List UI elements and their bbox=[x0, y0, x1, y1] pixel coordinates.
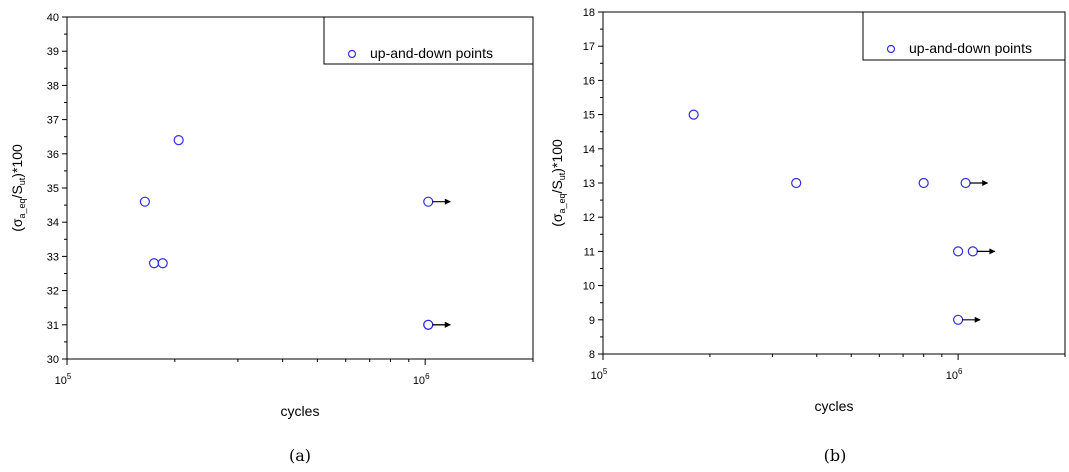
y-tick-label: 13 bbox=[583, 178, 595, 190]
data-point bbox=[953, 246, 964, 257]
y-tick-label: 18 bbox=[583, 7, 595, 19]
x-tick-label: 106 bbox=[946, 367, 963, 382]
y-tick-label: 11 bbox=[584, 246, 595, 258]
legend-label: up-and-down points bbox=[370, 45, 493, 61]
y-tick-label: 33 bbox=[47, 251, 59, 263]
data-point bbox=[148, 258, 160, 269]
legend-label: up-and-down points bbox=[909, 40, 1032, 56]
y-tick-label: 30 bbox=[47, 354, 59, 366]
data-point bbox=[953, 314, 964, 325]
y-axis-label: (σa_eq/Sut)*100 bbox=[549, 139, 567, 227]
y-tick-label: 37 bbox=[47, 115, 59, 127]
y-tick-label: 35 bbox=[47, 183, 59, 195]
y-tick-label: 32 bbox=[47, 286, 59, 298]
x-axis-label: cycles bbox=[281, 403, 320, 419]
x-tick-label: 105 bbox=[591, 367, 608, 382]
y-tick-label: 31 bbox=[47, 320, 59, 332]
data-point bbox=[967, 246, 978, 257]
data-point bbox=[688, 109, 699, 120]
legend-box bbox=[323, 16, 534, 65]
data-point bbox=[139, 196, 150, 207]
y-tick-label: 17 bbox=[583, 41, 595, 53]
x-axis-label: cycles bbox=[815, 398, 854, 414]
y-tick-label: 16 bbox=[583, 75, 595, 87]
y-tick-label: 38 bbox=[47, 80, 59, 92]
chart-panel-b: 8 9 10 11 12 13 14 15 16 17 18 105 106 cycles (σa_eq/S… bbox=[549, 7, 1066, 465]
plot-frame bbox=[602, 11, 1066, 355]
legend-box bbox=[862, 11, 1066, 61]
x-tick-label: 105 bbox=[55, 372, 72, 387]
x-tick-label: 106 bbox=[413, 372, 430, 387]
plot-frame bbox=[66, 16, 534, 360]
y-tick-label: 40 bbox=[47, 12, 59, 24]
data-point bbox=[423, 319, 434, 330]
y-tick-label: 10 bbox=[583, 281, 595, 293]
y-tick-label: 8 bbox=[589, 349, 595, 361]
data-point bbox=[918, 177, 929, 189]
y-tick-label: 12 bbox=[583, 212, 595, 224]
data-point bbox=[173, 135, 184, 146]
chart-panel-a: 30 31 32 33 34 35 36 37 38 39 40 105 106 cycles (σa_eq… bbox=[9, 12, 534, 465]
y-axis-label: (σa_eq/Sut)*100 bbox=[9, 144, 27, 232]
data-point bbox=[791, 177, 802, 189]
panel-caption: (b) bbox=[824, 446, 847, 465]
y-tick-label: 36 bbox=[47, 149, 59, 161]
data-point bbox=[157, 258, 168, 269]
y-tick-label: 9 bbox=[589, 315, 595, 327]
y-tick-label: 14 bbox=[583, 144, 595, 156]
data-point bbox=[423, 196, 434, 207]
data-point bbox=[960, 177, 971, 189]
legend-marker bbox=[347, 49, 357, 59]
y-tick-label: 34 bbox=[47, 217, 59, 229]
y-tick-label: 39 bbox=[47, 46, 59, 58]
panel-caption: (a) bbox=[289, 446, 311, 465]
legend-marker bbox=[886, 44, 896, 54]
y-tick-label: 15 bbox=[583, 110, 595, 122]
